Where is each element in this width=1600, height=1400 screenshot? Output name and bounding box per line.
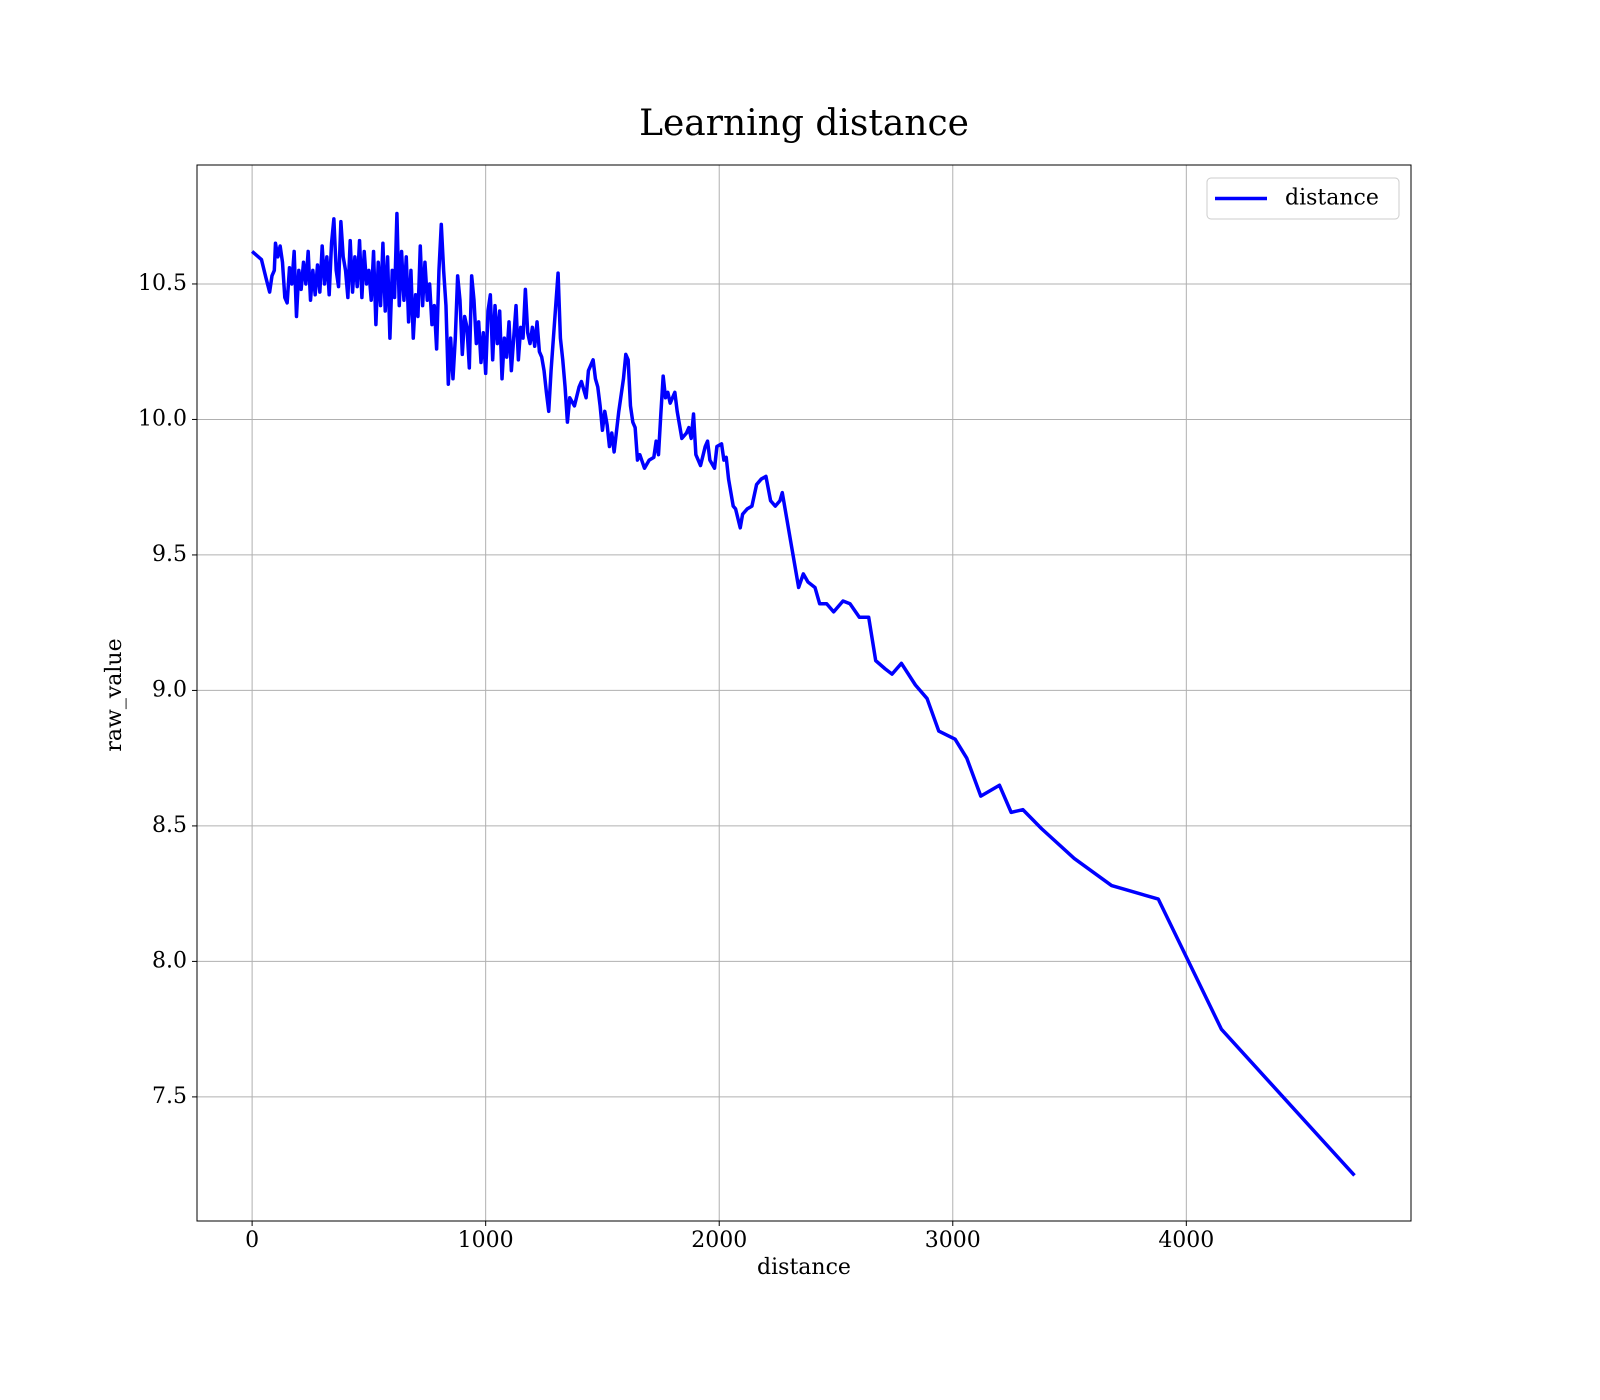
y-tick-label: 10.5 (138, 271, 187, 296)
x-tick-label: 4000 (1158, 1228, 1214, 1253)
chart-title: Learning distance (639, 103, 969, 144)
x-tick-label: 0 (245, 1228, 259, 1253)
line (250, 211, 1356, 1177)
x-tick-label: 1000 (458, 1228, 514, 1253)
x-tick-label: 2000 (691, 1228, 747, 1253)
y-axis-label: raw_value (102, 638, 127, 751)
y-tick-label: 7.5 (152, 1084, 187, 1109)
y-tick-label: 8.5 (152, 813, 187, 838)
x-axis-label: distance (757, 1255, 851, 1280)
x-tick-label: 3000 (925, 1228, 981, 1253)
y-tick-label: 9.5 (152, 542, 187, 567)
legend-box (1206, 177, 1400, 220)
plot-frame (196, 164, 1412, 1222)
y-tick-label: 9.0 (152, 677, 187, 702)
y-tick-label: 10.0 (138, 406, 187, 431)
legend-label: distance (1285, 186, 1379, 211)
y-tick-label: 8.0 (152, 948, 187, 973)
